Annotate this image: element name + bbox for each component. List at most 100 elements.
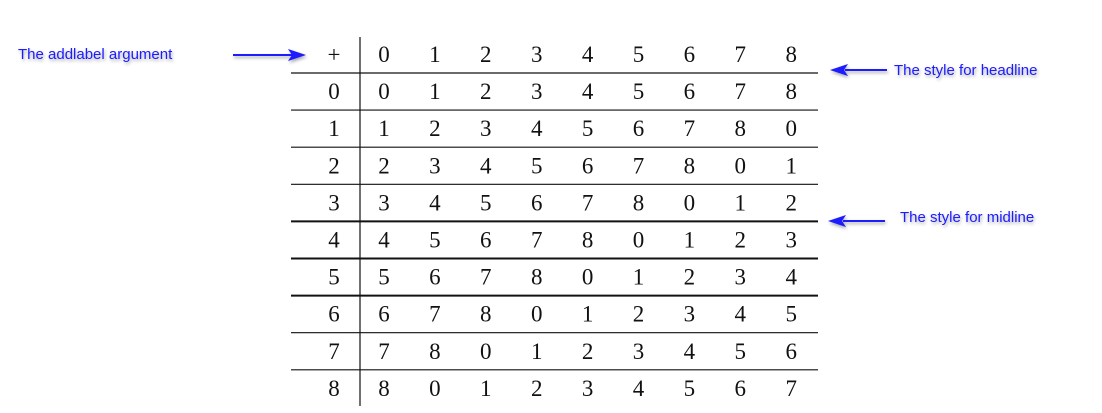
table-cell: 1 <box>582 302 594 327</box>
table-cell: 1 <box>531 339 543 364</box>
row-label: 8 <box>328 376 340 401</box>
row-label: 2 <box>328 153 340 178</box>
table-cell: 1 <box>480 376 492 401</box>
table-cell: 7 <box>429 302 441 327</box>
table-cell: 0 <box>735 153 747 178</box>
table-cell: 4 <box>684 339 696 364</box>
row-label: 6 <box>328 302 340 327</box>
table-cell: 2 <box>684 265 696 290</box>
table-cells: +0 1 2 3 4 5 6 7 8 0 0 1 2 3 4 5 6 7 8 1 1 2 3 4 5 6 7 8 0 2 2 3 4 5 6 7 8 0 1… <box>328 42 798 401</box>
table-cell: 3 <box>633 339 645 364</box>
table-cell: 8 <box>531 265 543 290</box>
table-cell: 7 <box>684 116 696 141</box>
arrow-right-icon <box>233 49 306 61</box>
table-cell: 3 <box>735 265 747 290</box>
table-cell: 5 <box>429 228 441 253</box>
row-label: 7 <box>328 339 340 364</box>
table-cell: 7 <box>378 339 390 364</box>
table-cell: 4 <box>429 190 441 215</box>
table-cell: 3 <box>684 302 696 327</box>
table-cell: 2 <box>480 79 492 104</box>
table-cell: 1 <box>684 228 696 253</box>
table-cell: 8 <box>684 153 696 178</box>
table-cell: 8 <box>480 302 492 327</box>
table-cell: 0 <box>429 376 441 401</box>
row-label: 4 <box>328 228 340 253</box>
table-cell: 0 <box>785 116 797 141</box>
table-cell: 6 <box>633 116 645 141</box>
annotation-addlabel: The addlabel argument <box>18 46 173 63</box>
row-label: 3 <box>328 190 340 215</box>
table-cell: 0 <box>531 302 543 327</box>
header-cell: 4 <box>582 42 594 67</box>
table-cell: 3 <box>785 228 797 253</box>
table-cell: 2 <box>785 190 797 215</box>
table-cell: 5 <box>684 376 696 401</box>
table-cell: 3 <box>378 190 390 215</box>
header-cell: 1 <box>429 42 441 67</box>
table-cell: 8 <box>785 79 797 104</box>
arrow-left-icon <box>828 215 885 227</box>
row-label: 5 <box>328 265 340 290</box>
table-cell: 5 <box>785 302 797 327</box>
table-cell: 6 <box>480 228 492 253</box>
table-cell: 4 <box>582 79 594 104</box>
table-cell: 5 <box>633 79 645 104</box>
table-cell: 8 <box>429 339 441 364</box>
row-label: 1 <box>328 116 340 141</box>
table-cell: 3 <box>582 376 594 401</box>
header-cell: 3 <box>531 42 543 67</box>
table-cell: 2 <box>735 228 747 253</box>
corner-label: + <box>328 42 341 67</box>
table-cell: 2 <box>582 339 594 364</box>
header-cell: 5 <box>633 42 645 67</box>
table-cell: 7 <box>480 265 492 290</box>
table-cell: 6 <box>785 339 797 364</box>
table-cell: 4 <box>633 376 645 401</box>
table-cell: 3 <box>531 79 543 104</box>
table-cell: 0 <box>378 79 390 104</box>
table-cell: 7 <box>735 79 747 104</box>
table-grid <box>291 37 818 406</box>
header-cell: 6 <box>684 42 696 67</box>
table-cell: 6 <box>429 265 441 290</box>
table-cell: 6 <box>531 190 543 215</box>
header-cell: 0 <box>378 42 390 67</box>
arrow-left-icon <box>830 64 887 76</box>
table-cell: 4 <box>735 302 747 327</box>
table-cell: 6 <box>378 302 390 327</box>
table-cell: 7 <box>633 153 645 178</box>
header-cell: 7 <box>735 42 747 67</box>
table-cell: 5 <box>480 190 492 215</box>
table-cell: 0 <box>684 190 696 215</box>
table-cell: 2 <box>378 153 390 178</box>
table-cell: 7 <box>785 376 797 401</box>
table-cell: 8 <box>633 190 645 215</box>
annotation-headline: The style for headline <box>894 62 1037 79</box>
table-cell: 3 <box>429 153 441 178</box>
table-cell: 1 <box>785 153 797 178</box>
table-cell: 1 <box>378 116 390 141</box>
table-cell: 6 <box>735 376 747 401</box>
table-cell: 4 <box>480 153 492 178</box>
table-cell: 5 <box>378 265 390 290</box>
table-cell: 1 <box>735 190 747 215</box>
table-cell: 0 <box>480 339 492 364</box>
table-cell: 3 <box>480 116 492 141</box>
table-cell: 1 <box>633 265 645 290</box>
table-cell: 4 <box>531 116 543 141</box>
header-cell: 8 <box>785 42 797 67</box>
table-cell: 0 <box>582 265 594 290</box>
row-label: 0 <box>328 79 340 104</box>
table-cell: 6 <box>582 153 594 178</box>
annotation-midline: The style for midline <box>900 209 1034 226</box>
table-cell: 2 <box>633 302 645 327</box>
table-cell: 5 <box>735 339 747 364</box>
table-cell: 0 <box>633 228 645 253</box>
table-cell: 7 <box>582 190 594 215</box>
table-cell: 8 <box>582 228 594 253</box>
table-cell: 8 <box>735 116 747 141</box>
table-cell: 5 <box>531 153 543 178</box>
table-cell: 2 <box>531 376 543 401</box>
